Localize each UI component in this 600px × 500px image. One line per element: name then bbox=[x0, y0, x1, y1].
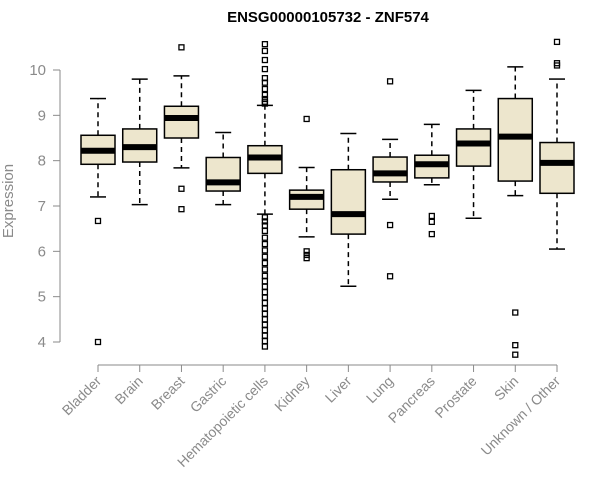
outlier-point bbox=[261, 218, 269, 225]
x-tick-label: Liver bbox=[322, 373, 355, 406]
chart-title: ENSG00000105732 - ZNF574 bbox=[227, 9, 429, 26]
iqr-box bbox=[205, 156, 241, 192]
box-liver bbox=[330, 132, 367, 287]
outlier-point bbox=[261, 47, 269, 55]
outlier-point bbox=[94, 338, 102, 346]
x-tick-label: Skin bbox=[491, 373, 522, 404]
outlier-point bbox=[261, 41, 269, 48]
outlier-point bbox=[303, 251, 310, 259]
box-brain bbox=[121, 78, 158, 206]
box-unknown-other bbox=[539, 38, 575, 250]
y-tick-label: 7 bbox=[38, 198, 46, 215]
y-tick-label: 4 bbox=[38, 334, 46, 351]
outlier-point bbox=[261, 272, 269, 279]
outlier-point bbox=[261, 259, 269, 267]
box-series bbox=[80, 38, 575, 358]
box-skin bbox=[497, 66, 534, 358]
iqr-box bbox=[539, 141, 575, 195]
outlier-point bbox=[261, 316, 269, 323]
box-lung bbox=[372, 78, 408, 280]
outlier-point bbox=[512, 342, 519, 349]
outlier-point bbox=[261, 247, 269, 254]
outlier-point bbox=[512, 351, 519, 358]
outlier-point bbox=[261, 253, 269, 260]
outlier-point bbox=[553, 62, 561, 69]
box-pancreas bbox=[414, 123, 450, 238]
x-tick-label: Lung bbox=[363, 373, 396, 406]
x-tick-label: Unknown / Other bbox=[478, 373, 564, 459]
outlier-point bbox=[428, 230, 435, 238]
outlier-point bbox=[178, 44, 185, 51]
box-breast bbox=[163, 44, 200, 213]
outlier-point bbox=[303, 254, 310, 262]
y-axis-ticks: 4 5 6 7 8 9 10 bbox=[29, 62, 60, 351]
y-tick-label: 10 bbox=[29, 62, 46, 79]
y-tick-label: 9 bbox=[38, 107, 46, 124]
iqr-box bbox=[372, 156, 408, 183]
box-kidney bbox=[288, 115, 325, 262]
outlier-point bbox=[261, 240, 269, 248]
x-tick-label: Brain bbox=[111, 373, 145, 407]
outlier-point bbox=[261, 91, 269, 99]
y-axis-label: Expression bbox=[0, 164, 17, 238]
outlier-point bbox=[261, 294, 269, 301]
y-tick-label: 5 bbox=[38, 289, 46, 306]
box-bladder bbox=[80, 97, 116, 346]
x-tick-label: Breast bbox=[148, 373, 188, 413]
x-tick-label: Bladder bbox=[59, 373, 105, 419]
outlier-point bbox=[261, 100, 269, 107]
outlier-point bbox=[261, 227, 269, 235]
iqr-box bbox=[455, 128, 492, 167]
outlier-point bbox=[261, 337, 269, 345]
outlier-point bbox=[261, 266, 269, 273]
outlier-point bbox=[261, 85, 269, 93]
iqr-box bbox=[330, 168, 367, 235]
x-tick-label: Kidney bbox=[271, 373, 313, 415]
iqr-box bbox=[497, 97, 534, 182]
outlier-point bbox=[261, 234, 269, 241]
outlier-point bbox=[178, 206, 185, 213]
iqr-box bbox=[163, 105, 200, 139]
outlier-point bbox=[386, 273, 394, 280]
outlier-point bbox=[261, 288, 269, 296]
outlier-point bbox=[261, 299, 269, 307]
outlier-point bbox=[261, 343, 269, 350]
outlier-point bbox=[303, 248, 310, 255]
y-tick-label: 6 bbox=[38, 243, 46, 260]
box-prostate bbox=[455, 89, 492, 219]
x-tick-label: Prostate bbox=[431, 373, 479, 421]
outlier-point bbox=[261, 310, 269, 318]
outlier-point bbox=[261, 65, 269, 73]
outlier-point bbox=[94, 217, 102, 225]
box-gastric bbox=[205, 131, 241, 206]
outlier-point bbox=[261, 332, 269, 339]
outlier-point bbox=[261, 283, 269, 290]
y-tick-label: 8 bbox=[38, 153, 46, 170]
outlier-point bbox=[261, 79, 269, 86]
outlier-point bbox=[553, 38, 561, 46]
outlier-point bbox=[386, 78, 394, 85]
outlier-point bbox=[261, 214, 269, 221]
box-hematopoietic-cells bbox=[247, 41, 283, 350]
outlier-point bbox=[386, 221, 394, 229]
outlier-point bbox=[303, 115, 310, 123]
outlier-point bbox=[261, 321, 269, 328]
outlier-point bbox=[261, 305, 269, 312]
outlier-point bbox=[428, 218, 435, 226]
outlier-point bbox=[178, 185, 185, 192]
outlier-point bbox=[261, 327, 269, 334]
outlier-point bbox=[428, 212, 435, 220]
outlier-point bbox=[261, 278, 269, 285]
outlier-point bbox=[512, 309, 519, 316]
outlier-point bbox=[261, 56, 269, 64]
